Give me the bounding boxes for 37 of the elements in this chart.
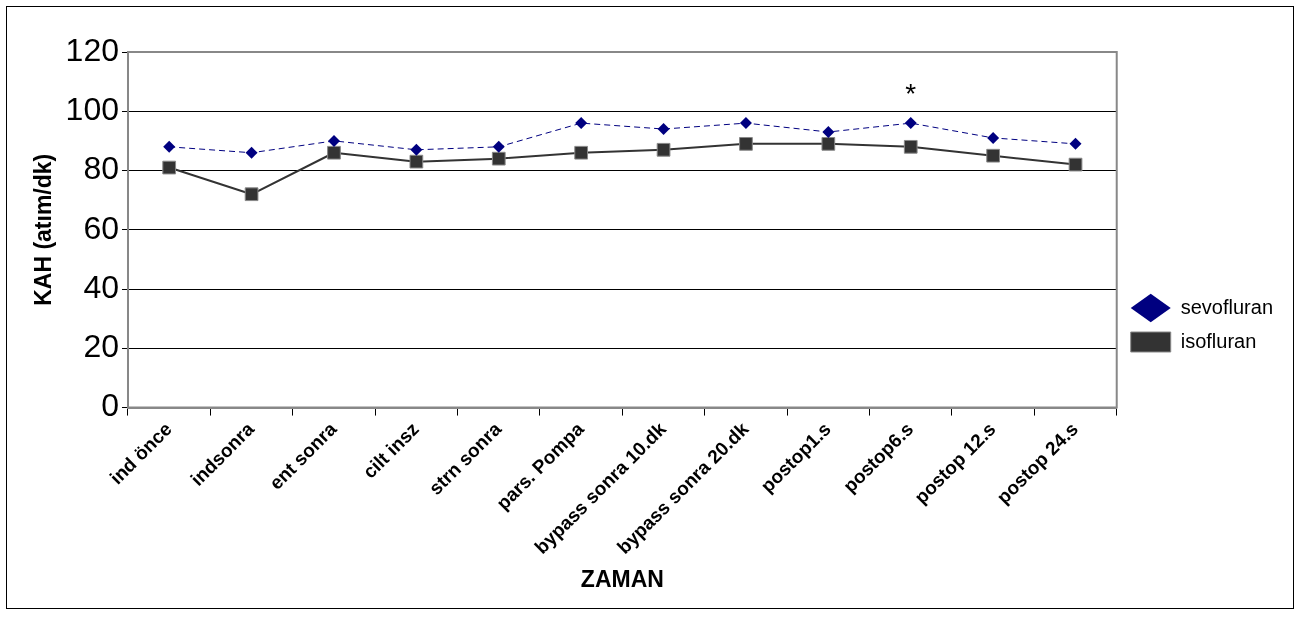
y-tick-label: 40 <box>83 268 119 305</box>
point <box>327 145 341 160</box>
point <box>821 136 836 151</box>
point <box>739 117 752 130</box>
point <box>163 140 176 153</box>
legend-label: sevofluran <box>1180 295 1274 318</box>
point <box>492 140 505 153</box>
point <box>656 142 671 157</box>
point <box>739 136 753 151</box>
point <box>986 148 1000 163</box>
point <box>574 145 589 160</box>
point <box>657 123 670 136</box>
point <box>822 126 835 138</box>
y-tick-label: 0 <box>101 387 119 424</box>
x-tick-label: cilt insz <box>358 418 423 483</box>
point <box>904 117 917 130</box>
point <box>410 143 423 156</box>
y-tick-label: 80 <box>83 150 119 187</box>
y-tick-label: 60 <box>83 209 119 246</box>
y-axis-title: KAH (atım/dk) <box>30 153 57 306</box>
point <box>162 160 177 175</box>
point <box>491 151 506 166</box>
point <box>244 187 259 202</box>
point <box>903 139 918 154</box>
point <box>575 117 588 130</box>
y-tick-label: 20 <box>83 328 119 365</box>
x-axis-title: ZAMAN <box>580 565 664 592</box>
point <box>987 131 1000 144</box>
annotation: * <box>905 77 917 109</box>
y-tick-label: 120 <box>65 31 119 68</box>
point <box>1068 157 1083 172</box>
point <box>327 134 340 147</box>
y-tick-label: 100 <box>65 91 119 128</box>
point <box>245 146 258 159</box>
point <box>409 154 424 169</box>
point <box>1069 137 1082 150</box>
legend-label: isofluran <box>1180 329 1257 352</box>
